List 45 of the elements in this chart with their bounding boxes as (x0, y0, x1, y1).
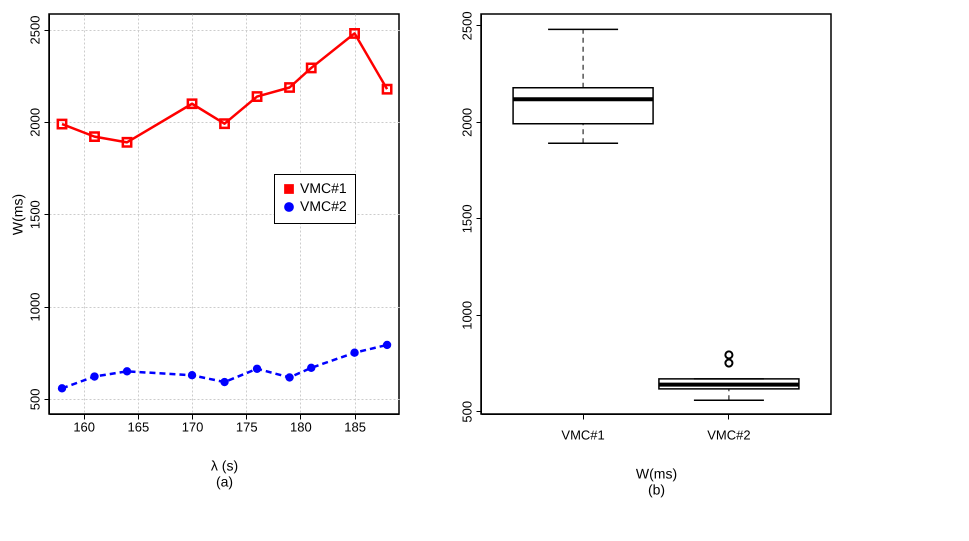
point (349, 28, 360, 39)
point (58, 384, 66, 393)
point (382, 84, 393, 95)
point (285, 373, 294, 382)
y-tick-label: 500 (28, 388, 42, 410)
legend-label: VMC#2 (300, 198, 347, 214)
y-tick-label: 1500 (28, 200, 42, 230)
y-tick-label: 500 (460, 400, 474, 423)
point (90, 372, 99, 381)
y-axis-title: W(ms) (10, 194, 26, 236)
x-tick-label: 160 (73, 420, 96, 434)
text: (a) (216, 474, 234, 490)
x-tick-label: 180 (290, 420, 312, 434)
point (350, 348, 359, 357)
point (219, 118, 230, 130)
y-tick-label: 1000 (460, 300, 474, 330)
x-tick-label: 175 (236, 420, 258, 434)
point (122, 136, 132, 148)
point (122, 367, 132, 376)
x-tick-label: VMC#2 (707, 428, 751, 442)
y-tick-label: 2000 (28, 108, 42, 137)
y-tick-label: 2000 (460, 108, 474, 137)
point (284, 82, 295, 93)
x-axis-title: λ (s) (210, 458, 238, 474)
point (252, 364, 262, 373)
point (56, 118, 68, 130)
text: (b) (648, 482, 666, 498)
x-axis-title: W(ms) (636, 466, 678, 482)
point (220, 378, 229, 386)
point (307, 364, 316, 372)
point (186, 98, 198, 110)
x-tick-label: VMC#1 (561, 428, 605, 442)
x-tick-label: 185 (344, 420, 366, 434)
x-tick-label: 165 (128, 420, 150, 434)
y-tick-label: 1000 (28, 292, 42, 322)
y-tick-label: 2500 (28, 16, 42, 44)
point (252, 91, 262, 102)
point (306, 62, 317, 74)
x-tick-label: 170 (182, 420, 204, 434)
point (89, 131, 100, 142)
y-tick-label: 1500 (460, 204, 474, 234)
point (382, 340, 392, 350)
y-tick-label: 2500 (460, 11, 474, 40)
legend-label: VMC#1 (300, 180, 347, 196)
point (188, 371, 196, 380)
